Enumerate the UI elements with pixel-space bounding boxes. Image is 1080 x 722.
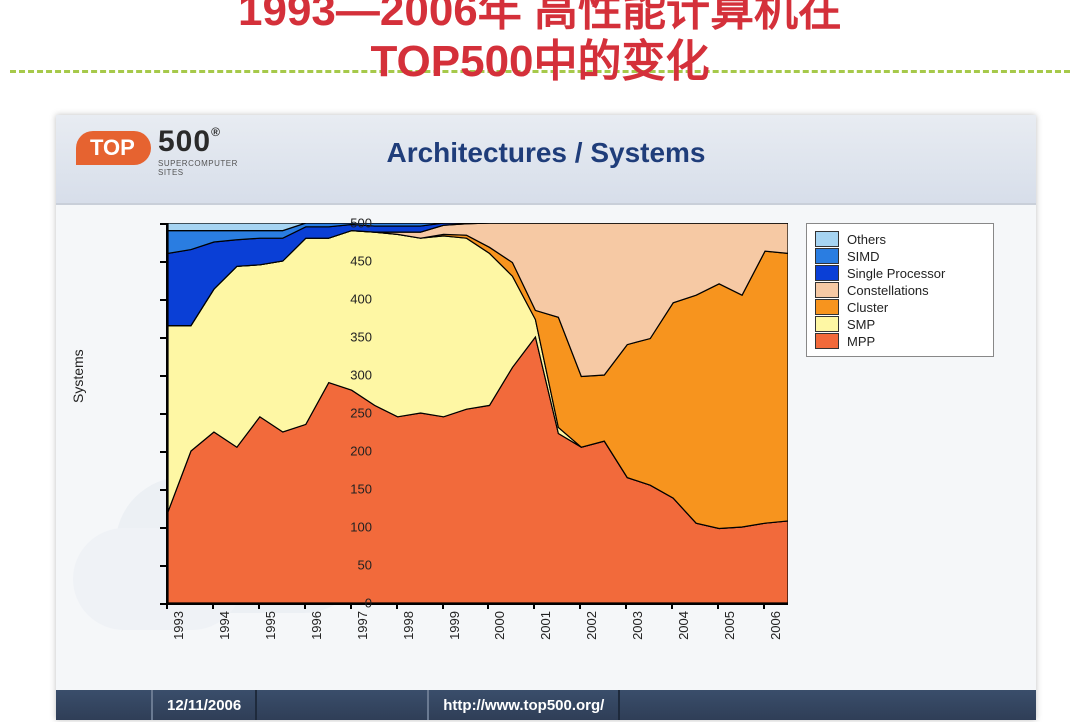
- x-tick-label: 1994: [217, 611, 232, 640]
- footer-url: http://www.top500.org/: [427, 690, 620, 720]
- y-tick-mark: [160, 565, 166, 567]
- x-tick-mark: [671, 603, 673, 609]
- y-tick-label: 450: [332, 254, 372, 269]
- x-tick-mark: [350, 603, 352, 609]
- y-axis-label: Systems: [70, 349, 86, 403]
- chart-card: TOP 500® SUPERCOMPUTER SITES Architectur…: [56, 115, 1036, 720]
- legend-label: Cluster: [847, 300, 888, 315]
- x-tick-mark: [717, 603, 719, 609]
- legend-label: SMP: [847, 317, 875, 332]
- chart-title: Architectures / Systems: [56, 137, 1036, 169]
- y-tick-mark: [160, 261, 166, 263]
- legend: Others SIMD Single Processor Constellations…: [806, 223, 994, 357]
- legend-swatch: [815, 299, 839, 315]
- legend-item: SIMD: [815, 248, 985, 264]
- title-line-1: 1993—2006年 高性能计算机在: [0, 0, 1080, 37]
- legend-item: SMP: [815, 316, 985, 332]
- x-tick-mark: [487, 603, 489, 609]
- y-tick-mark: [160, 489, 166, 491]
- x-tick-mark: [763, 603, 765, 609]
- y-tick-label: 300: [332, 368, 372, 383]
- y-tick-mark: [160, 451, 166, 453]
- x-tick-mark: [258, 603, 260, 609]
- legend-item: Constellations: [815, 282, 985, 298]
- y-tick-label: 0: [332, 596, 372, 611]
- y-tick-label: 350: [332, 330, 372, 345]
- x-tick-label: 2002: [584, 611, 599, 640]
- legend-item: MPP: [815, 333, 985, 349]
- x-tick-label: 1999: [447, 611, 462, 640]
- x-tick-label: 2003: [630, 611, 645, 640]
- x-tick-label: 2004: [676, 611, 691, 640]
- legend-swatch: [815, 231, 839, 247]
- y-tick-mark: [160, 337, 166, 339]
- x-tick-label: 2005: [722, 611, 737, 640]
- x-tick-mark: [212, 603, 214, 609]
- legend-label: Others: [847, 232, 886, 247]
- legend-swatch: [815, 248, 839, 264]
- y-tick-label: 50: [332, 558, 372, 573]
- card-footer: 12/11/2006 http://www.top500.org/: [56, 690, 1036, 720]
- x-tick-label: 2006: [768, 611, 783, 640]
- card-header: TOP 500® SUPERCOMPUTER SITES Architectur…: [56, 115, 1036, 205]
- y-tick-label: 250: [332, 406, 372, 421]
- y-tick-label: 200: [332, 444, 372, 459]
- x-tick-label: 2001: [538, 611, 553, 640]
- stacked-area-svg: [168, 223, 788, 603]
- x-tick-mark: [166, 603, 168, 609]
- y-tick-label: 500: [332, 216, 372, 231]
- y-tick-mark: [160, 299, 166, 301]
- x-tick-mark: [533, 603, 535, 609]
- legend-label: SIMD: [847, 249, 880, 264]
- x-tick-label: 1998: [401, 611, 416, 640]
- x-tick-mark: [579, 603, 581, 609]
- footer-date: 12/11/2006: [151, 690, 257, 720]
- y-tick-mark: [160, 527, 166, 529]
- x-tick-label: 1995: [263, 611, 278, 640]
- y-tick-label: 400: [332, 292, 372, 307]
- legend-swatch: [815, 282, 839, 298]
- y-tick-mark: [160, 223, 166, 225]
- legend-swatch: [815, 265, 839, 281]
- legend-label: Single Processor: [847, 266, 945, 281]
- y-tick-mark: [160, 413, 166, 415]
- y-tick-label: 100: [332, 520, 372, 535]
- legend-swatch: [815, 316, 839, 332]
- legend-swatch: [815, 333, 839, 349]
- x-tick-mark: [396, 603, 398, 609]
- x-tick-label: 1993: [171, 611, 186, 640]
- x-tick-mark: [442, 603, 444, 609]
- x-tick-label: 2000: [492, 611, 507, 640]
- legend-label: MPP: [847, 334, 875, 349]
- chart-zone: Systems 050100150200250300350400450500 1…: [96, 223, 996, 653]
- x-tick-label: 1996: [309, 611, 324, 640]
- y-tick-mark: [160, 375, 166, 377]
- slide-title: 1993—2006年 高性能计算机在 TOP500中的变化: [0, 0, 1080, 87]
- legend-item: Others: [815, 231, 985, 247]
- legend-item: Cluster: [815, 299, 985, 315]
- title-line-2: TOP500中的变化: [0, 37, 1080, 88]
- x-tick-label: 1997: [355, 611, 370, 640]
- legend-item: Single Processor: [815, 265, 985, 281]
- x-tick-mark: [304, 603, 306, 609]
- plot-area: [166, 223, 788, 605]
- y-tick-label: 150: [332, 482, 372, 497]
- legend-label: Constellations: [847, 283, 929, 298]
- x-tick-mark: [625, 603, 627, 609]
